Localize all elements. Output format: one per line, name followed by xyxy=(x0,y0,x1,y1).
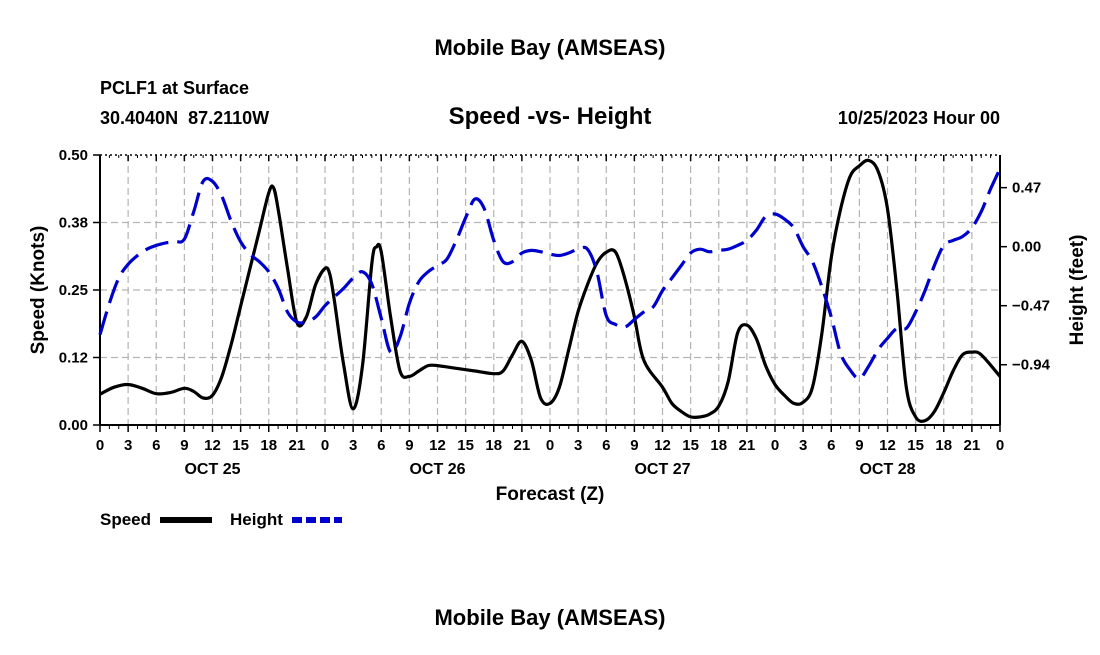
x-tick-label: 3 xyxy=(574,437,582,454)
y-tick-label: 0.12 xyxy=(59,350,88,367)
y-tick-label: 0.38 xyxy=(59,215,88,232)
x-tick-label: 15 xyxy=(907,437,924,454)
speed-series-line xyxy=(99,158,1002,423)
x-tick-label: 18 xyxy=(485,437,502,454)
y2-tick-label: 0.47 xyxy=(1012,180,1041,197)
legend: Speed Height xyxy=(100,510,342,529)
x-tick-label: 6 xyxy=(377,437,385,454)
height-series-line xyxy=(98,168,1002,381)
series-lines xyxy=(98,158,1002,423)
x-tick-label: 9 xyxy=(855,437,863,454)
x-tick-label: 9 xyxy=(180,437,188,454)
x-tick-label: 18 xyxy=(935,437,952,454)
x-tick-label: 0 xyxy=(546,437,554,454)
x-tick-label: 9 xyxy=(630,437,638,454)
station-coords: 30.4040N 87.2110W xyxy=(100,108,269,128)
x-axis-label: Forecast (Z) xyxy=(496,484,605,505)
x-tick-label: 12 xyxy=(654,437,671,454)
y-tick-label: 0.25 xyxy=(59,282,88,299)
grid xyxy=(100,155,1000,425)
x-tick-label: 6 xyxy=(152,437,160,454)
x-tick-label: 0 xyxy=(996,437,1004,454)
y2-tick-label: −0.94 xyxy=(1012,357,1051,374)
day-label: OCT 26 xyxy=(409,461,465,478)
x-tick-label: 15 xyxy=(457,437,474,454)
x-tick-label: 3 xyxy=(349,437,357,454)
y2-axis-label: Height (feet) xyxy=(1067,235,1088,346)
tick-labels: 0 3 6 9 12 15 18 21 0 3 6 9 12 15 18 21 0 3 6 9 12 15 18 21 0 3 6 9… xyxy=(59,147,1051,478)
y-tick-label: 0.50 xyxy=(59,147,88,164)
bottom-title: Mobile Bay (AMSEAS) xyxy=(434,605,665,630)
x-tick-label: 18 xyxy=(710,437,727,454)
x-tick-label: 6 xyxy=(602,437,610,454)
day-label: OCT 25 xyxy=(184,461,240,478)
chart-title: Speed -vs- Height xyxy=(449,103,652,130)
x-tick-label: 12 xyxy=(204,437,221,454)
x-tick-label: 0 xyxy=(96,437,104,454)
x-tick-label: 15 xyxy=(232,437,249,454)
axes xyxy=(93,154,1007,432)
forecast-datetime: 10/25/2023 Hour 00 xyxy=(838,108,1000,128)
x-tick-label: 21 xyxy=(739,437,756,454)
y2-tick-label: 0.00 xyxy=(1012,239,1041,256)
x-tick-label: 15 xyxy=(682,437,699,454)
x-tick-label: 18 xyxy=(260,437,277,454)
top-title: Mobile Bay (AMSEAS) xyxy=(434,35,665,60)
y2-tick-label: −0.47 xyxy=(1012,298,1050,315)
station-label: PCLF1 at Surface xyxy=(100,78,249,98)
x-tick-label: 21 xyxy=(514,437,531,454)
x-tick-label: 3 xyxy=(124,437,132,454)
x-tick-label: 6 xyxy=(827,437,835,454)
legend-height-label: Height xyxy=(230,510,283,529)
x-tick-label: 9 xyxy=(405,437,413,454)
day-label: OCT 28 xyxy=(859,461,915,478)
x-tick-label: 12 xyxy=(429,437,446,454)
y-axis-label: Speed (Knots) xyxy=(28,226,49,355)
legend-speed-label: Speed xyxy=(100,510,151,529)
x-tick-label: 12 xyxy=(879,437,896,454)
x-tick-label: 3 xyxy=(799,437,807,454)
x-tick-label: 21 xyxy=(964,437,981,454)
day-label: OCT 27 xyxy=(634,461,690,478)
x-tick-label: 0 xyxy=(771,437,779,454)
y-tick-label: 0.00 xyxy=(59,417,88,434)
x-tick-label: 0 xyxy=(321,437,329,454)
x-tick-label: 21 xyxy=(289,437,306,454)
